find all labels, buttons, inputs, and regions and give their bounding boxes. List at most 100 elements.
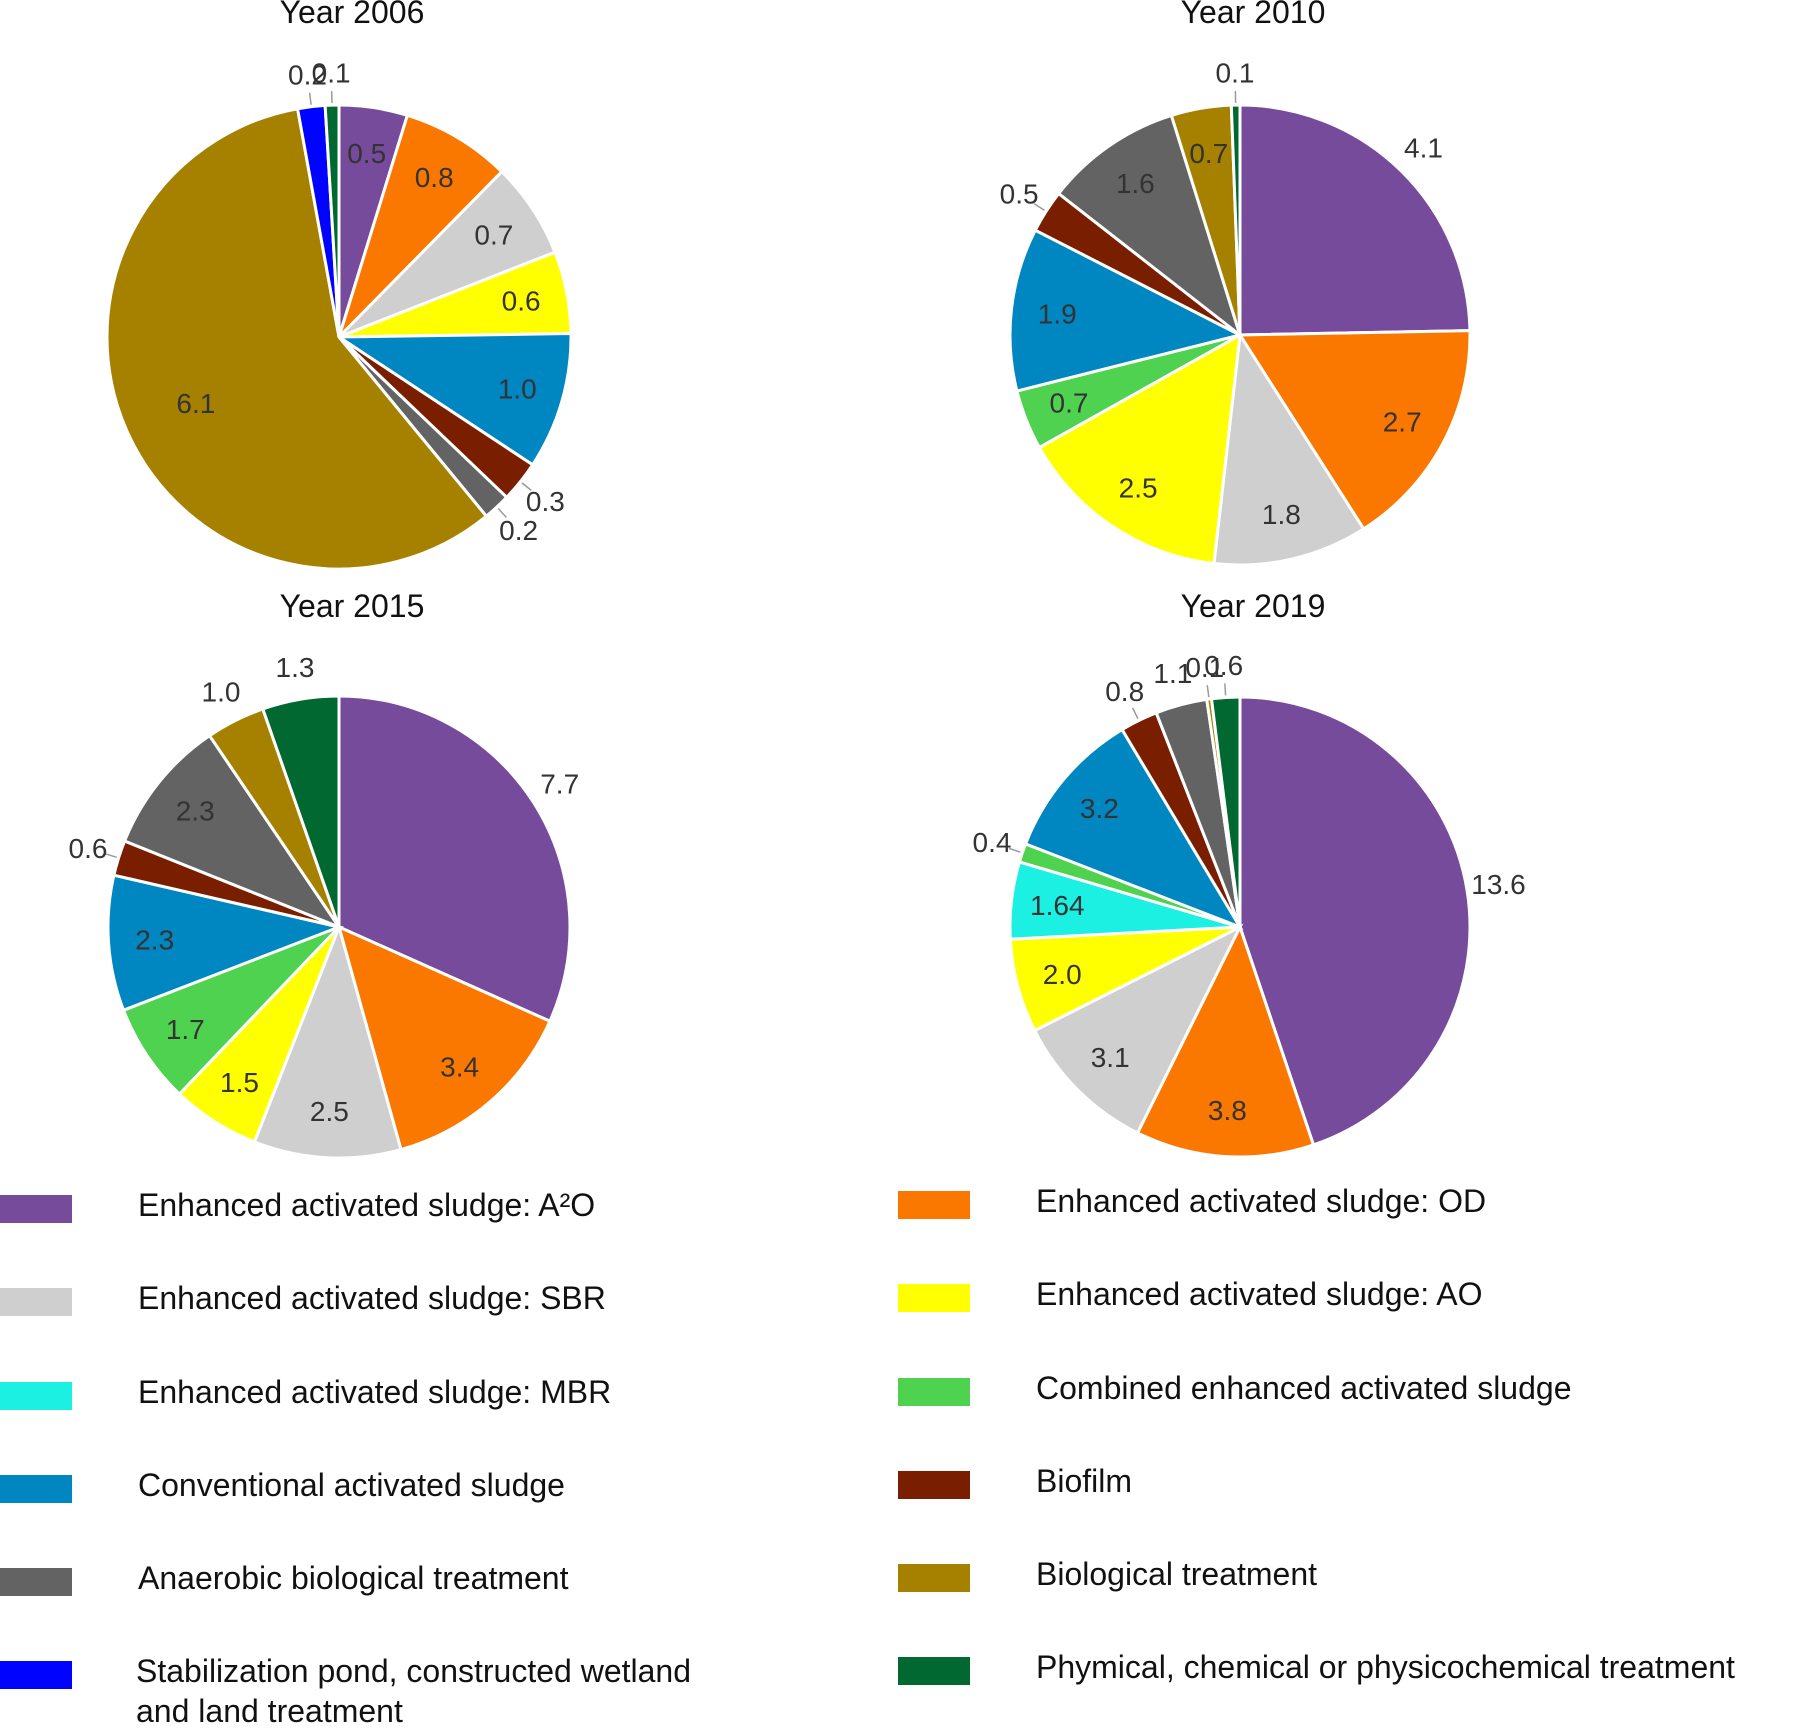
data-label-sbr: 0.7 bbox=[474, 219, 513, 250]
pie-charts-figure: Year 20060.50.80.70.61.00.30.26.10.20.1Y… bbox=[69, 0, 1526, 1160]
data-label-ao: 1.5 bbox=[220, 1067, 259, 1098]
legend-label: Enhanced activated sludge: AO bbox=[1036, 1276, 1483, 1312]
slice-physical bbox=[260, 694, 341, 928]
slice-combined bbox=[121, 925, 341, 1097]
legend-label: Combined enhanced activated sludge bbox=[1036, 1370, 1572, 1406]
legend-label: Anaerobic biological treatment bbox=[138, 1560, 569, 1596]
data-label-anaerobic: 1.1 bbox=[1153, 658, 1192, 689]
leader-line bbox=[104, 852, 117, 859]
data-label-physical: 0.1 bbox=[312, 58, 351, 89]
legend-swatch-conventional bbox=[0, 1475, 72, 1503]
data-label-conventional: 2.3 bbox=[135, 925, 174, 956]
data-label-sbr: 3.1 bbox=[1091, 1042, 1130, 1073]
slice-conventional bbox=[1023, 727, 1244, 930]
leader-line bbox=[1206, 685, 1210, 698]
data-label-stabilization: 0.2 bbox=[288, 59, 327, 90]
slice-a2o bbox=[1238, 103, 1472, 337]
data-label-a2o: 4.1 bbox=[1404, 133, 1443, 164]
leader-line bbox=[1033, 203, 1045, 211]
data-label-biological: 0.7 bbox=[1189, 138, 1228, 169]
data-label-od: 3.4 bbox=[440, 1052, 479, 1083]
data-label-od: 3.8 bbox=[1208, 1095, 1247, 1126]
data-label-physical: 0.1 bbox=[1216, 58, 1255, 89]
slice-sbr bbox=[1032, 923, 1244, 1135]
data-label-sbr: 2.5 bbox=[310, 1096, 349, 1127]
slice-ao bbox=[1037, 332, 1242, 566]
data-label-conventional: 1.9 bbox=[1038, 299, 1077, 330]
legend-swatch-od bbox=[898, 1191, 970, 1219]
data-label-a2o: 0.5 bbox=[347, 138, 386, 169]
slice-physical bbox=[1209, 695, 1242, 928]
chart-title: Year 2019 bbox=[1181, 588, 1326, 624]
data-label-a2o: 7.7 bbox=[540, 768, 579, 799]
data-label-biological: 1.0 bbox=[202, 677, 241, 708]
data-label-anaerobic: 2.3 bbox=[176, 796, 215, 827]
leader-line bbox=[521, 482, 532, 491]
slice-a2o bbox=[1238, 695, 1472, 1147]
data-label-conventional: 1.0 bbox=[498, 374, 537, 405]
legend-swatch-stabilization bbox=[0, 1661, 72, 1689]
pie-chart-year-2019: Year 201913.63.83.12.01.640.43.20.81.10.… bbox=[973, 588, 1526, 1159]
slice-anaerobic bbox=[1056, 113, 1243, 340]
data-label-biofilm: 0.5 bbox=[1000, 179, 1039, 210]
legend-swatch-a2o bbox=[0, 1195, 72, 1223]
slice-od bbox=[1237, 329, 1472, 531]
slice-conventional bbox=[106, 873, 345, 1013]
data-label-physical: 0.6 bbox=[1204, 650, 1243, 681]
legend-swatch-biological bbox=[898, 1564, 970, 1592]
legend-label: Enhanced activated sludge: SBR bbox=[138, 1280, 606, 1316]
data-label-combined: 0.4 bbox=[973, 827, 1012, 858]
pie-chart-year-2015: Year 2015 7.7 3.4 2.5 1.5 1.7 2.3 0.6 2.3 1.0 1.3 bbox=[69, 588, 579, 1160]
slice-conventional bbox=[1008, 228, 1245, 393]
slice-od bbox=[1135, 923, 1316, 1159]
pie-chart-year-2010: Year 2010 4.1 2.7 1.8 2.5 0.7 1.9 0.5 1.6 0.7 0.1 bbox=[1000, 0, 1472, 567]
data-label-biofilm: 0.6 bbox=[69, 833, 108, 864]
data-label-combined: 1.7 bbox=[166, 1014, 205, 1045]
data-label-anaerobic: 0.2 bbox=[499, 515, 538, 546]
data-label-biological: 0.1 bbox=[1185, 652, 1224, 683]
slice-biological bbox=[105, 106, 489, 571]
legend-label: Enhanced activated sludge: OD bbox=[1036, 1183, 1487, 1219]
leader-line bbox=[308, 92, 312, 105]
legend-swatch-mbr bbox=[0, 1382, 72, 1410]
slice-conventional bbox=[334, 332, 573, 467]
data-label-combined: 0.7 bbox=[1050, 388, 1089, 419]
legend-label: Biological treatment bbox=[1036, 1556, 1318, 1592]
slice-a2o bbox=[337, 694, 572, 1024]
data-label-ao: 2.0 bbox=[1043, 959, 1082, 990]
slice-sbr bbox=[1212, 330, 1366, 567]
legend-swatch-anaerobic bbox=[0, 1568, 72, 1596]
slice-anaerobic bbox=[122, 733, 343, 931]
legend-swatch-ao bbox=[898, 1284, 970, 1312]
data-label-biofilm: 0.3 bbox=[526, 486, 565, 517]
leader-line bbox=[1224, 683, 1227, 696]
slice-od bbox=[336, 924, 552, 1152]
data-label-a2o: 13.6 bbox=[1471, 869, 1526, 900]
data-label-od: 2.7 bbox=[1383, 406, 1422, 437]
data-label-conventional: 3.2 bbox=[1080, 793, 1119, 824]
legend-label: Stabilization pond, constructed wetland … bbox=[136, 1653, 692, 1729]
legend-label: Enhanced activated sludge: A²O bbox=[138, 1187, 596, 1223]
legend-label: Enhanced activated sludge: MBR bbox=[138, 1374, 612, 1410]
legend-swatch-physical bbox=[898, 1657, 970, 1685]
data-label-physical: 1.3 bbox=[276, 652, 315, 683]
legend-label: Biofilm bbox=[1036, 1463, 1133, 1499]
chart-title: Year 2010 bbox=[1181, 0, 1326, 30]
data-label-mbr: 1.64 bbox=[1030, 890, 1085, 921]
legend-label: Phymical, chemical or physicochemical tr… bbox=[1036, 1649, 1735, 1685]
data-label-biofilm: 0.8 bbox=[1105, 676, 1144, 707]
leader-line bbox=[1131, 707, 1139, 719]
data-label-ao: 2.5 bbox=[1119, 473, 1158, 504]
data-label-sbr: 1.8 bbox=[1262, 499, 1301, 530]
legend: Enhanced activated sludge: A²O Enhanced … bbox=[0, 1183, 1799, 1736]
data-label-anaerobic: 1.6 bbox=[1116, 168, 1155, 199]
data-label-ao: 0.6 bbox=[502, 286, 541, 317]
data-label-biological: 6.1 bbox=[176, 388, 215, 419]
legend-label: Conventional activated sludge bbox=[138, 1467, 565, 1503]
chart-title: Year 2006 bbox=[280, 0, 425, 30]
chart-title: Year 2015 bbox=[280, 588, 425, 624]
legend-swatch-combined bbox=[898, 1378, 970, 1406]
legend-swatch-biofilm bbox=[898, 1471, 970, 1499]
leader-line bbox=[1008, 847, 1021, 853]
